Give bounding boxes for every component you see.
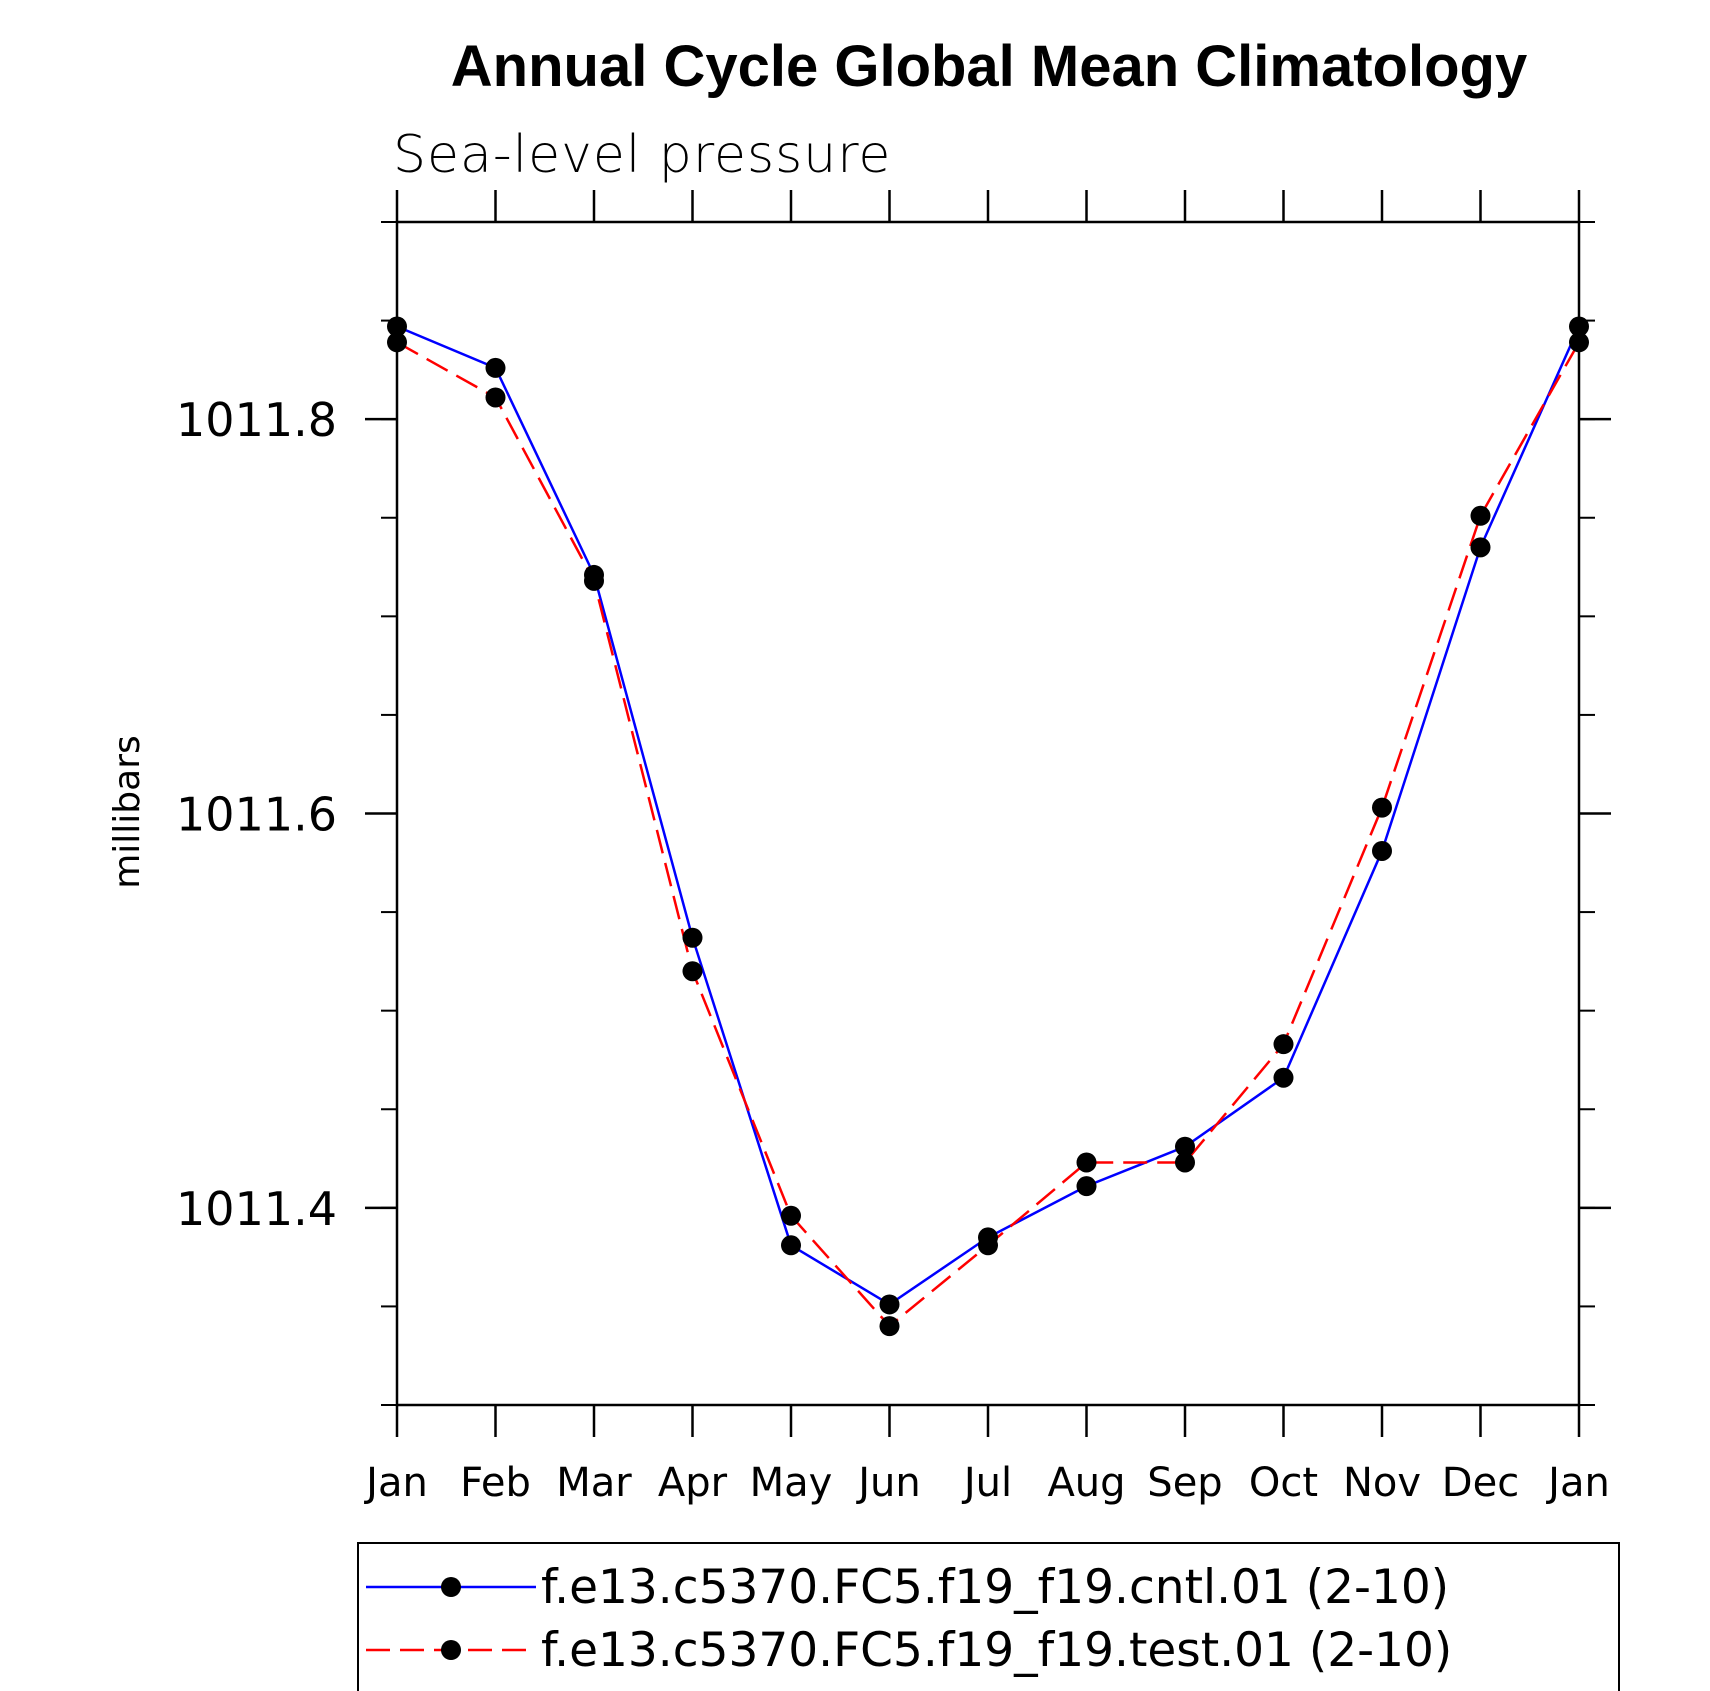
data-point <box>1175 1136 1195 1157</box>
data-point <box>1273 1067 1294 1088</box>
data-point <box>1470 505 1491 526</box>
data-point <box>1569 316 1589 337</box>
legend-marker <box>441 1577 461 1597</box>
x-tick-label: Jul <box>961 1460 1012 1506</box>
legend-label-1: f.e13.c5370.FC5.f19_f19.cntl.01 (2-10) <box>541 1560 1449 1615</box>
data-point <box>1175 1152 1195 1173</box>
axis-ticks <box>365 190 1611 1437</box>
data-point <box>682 927 703 948</box>
x-tick-label: May <box>750 1460 833 1506</box>
data-point <box>1470 537 1491 558</box>
data-point <box>978 1235 998 1256</box>
data-point <box>485 357 506 378</box>
x-tick-label: Jan <box>1545 1460 1610 1506</box>
x-tick-label: Jun <box>855 1460 921 1506</box>
data-point <box>781 1235 801 1256</box>
x-tick-label: Sep <box>1147 1460 1222 1506</box>
data-point <box>1273 1034 1294 1055</box>
data-point <box>584 570 604 591</box>
y-axis-label: millibars <box>107 735 148 889</box>
data-point <box>682 961 703 982</box>
y-tick-labels: 1011.4 1011.6 1011.8 <box>176 393 337 1236</box>
legend-marker <box>441 1640 461 1660</box>
data-point <box>1076 1152 1097 1173</box>
x-tick-label: Feb <box>460 1460 531 1506</box>
x-tick-label: Aug <box>1047 1460 1125 1506</box>
chart-title: Annual Cycle Global Mean Climatology <box>451 34 1527 99</box>
series-points <box>387 316 1589 1337</box>
data-point <box>781 1205 801 1226</box>
legend-box <box>357 1542 1620 1691</box>
legend: f.e13.c5370.FC5.f19_f19.cntl.01 (2-10) f.… <box>357 1542 1620 1691</box>
y-tick-label: 1011.8 <box>176 393 337 447</box>
y-tick-label: 1011.4 <box>176 1182 337 1236</box>
x-tick-label: Jan <box>363 1460 428 1506</box>
x-tick-label: Dec <box>1442 1460 1519 1506</box>
y-tick-label: 1011.6 <box>176 788 337 842</box>
data-point <box>1372 840 1392 861</box>
x-tick-label: Mar <box>556 1460 632 1506</box>
x-tick-labels: Jan Feb Mar Apr May Jun Jul Aug Sep Oct Nov Dec Jan <box>363 1460 1610 1506</box>
data-point <box>879 1316 900 1337</box>
series-lines <box>396 325 1581 1328</box>
data-point <box>485 387 506 408</box>
x-tick-label: Oct <box>1249 1460 1318 1506</box>
data-point <box>387 332 407 353</box>
x-tick-label: Nov <box>1343 1460 1421 1506</box>
series-line-1 <box>396 325 1581 1306</box>
data-point <box>1076 1176 1097 1197</box>
chart-subtitle: Sea-level pressure <box>393 125 891 185</box>
data-point <box>879 1294 900 1315</box>
legend-label-2: f.e13.c5370.FC5.f19_f19.test.01 (2-10) <box>541 1623 1452 1678</box>
data-point <box>1569 332 1589 353</box>
series-line-2 <box>396 341 1581 1328</box>
x-tick-label: Apr <box>658 1460 728 1506</box>
data-point <box>1372 797 1392 818</box>
data-point <box>387 316 407 337</box>
